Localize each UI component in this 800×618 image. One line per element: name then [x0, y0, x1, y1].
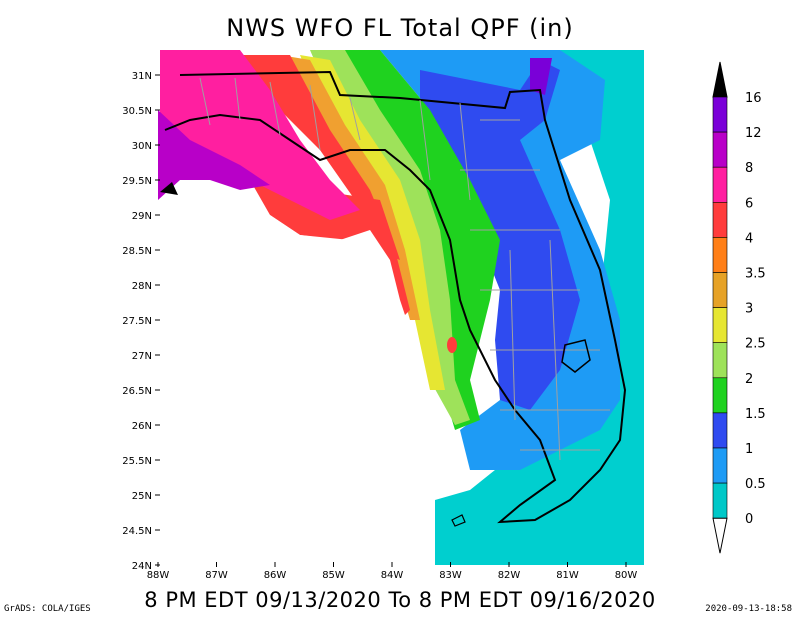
colorbar-label: 12 [745, 126, 762, 141]
colorbar-label: 6 [745, 196, 753, 211]
colorbar-swatch [712, 482, 728, 519]
valid-period: 8 PM EDT 09/13/2020 To 8 PM EDT 09/16/20… [144, 588, 656, 612]
colorbar-label: 1.5 [745, 407, 766, 422]
precip-field [158, 50, 644, 565]
colorbar-swatch [712, 272, 728, 308]
colorbar-swatch [712, 447, 728, 484]
coastline [164, 70, 627, 524]
credit-text: GrADS: COLA/IGES [4, 604, 91, 614]
colorbar-label: 4 [745, 231, 753, 246]
lat-label: 27.5N [122, 316, 152, 327]
lat-label: 24.5N [122, 526, 152, 537]
lat-label: 24N [132, 561, 152, 572]
timestamp: 2020-09-13-18:58 [705, 604, 792, 614]
field-cyan-east [435, 50, 644, 565]
colorbar-label: 3.5 [745, 267, 766, 282]
field-darkblue [420, 60, 580, 410]
lon-label: 88W [147, 570, 170, 581]
colorbar-swatch [712, 166, 728, 203]
colorbar-top-arrow [712, 61, 728, 98]
lon-label: 82W [498, 570, 521, 581]
field-purple [158, 110, 270, 200]
lat-label: 25N [132, 491, 152, 502]
colorbar-swatch [712, 412, 728, 449]
field-max-spot [160, 182, 178, 195]
colorbar-label: 0 [745, 512, 753, 527]
lat-label: 29.5N [122, 176, 152, 187]
colorbar-label: 1 [745, 442, 753, 457]
lat-axis: 31N 30.5N 30N 29.5N 29N 28.5N 28N 27.5N 27N 26.5N… [122, 71, 160, 572]
colorbar-bottom-arrow [712, 517, 728, 554]
field-green [330, 50, 500, 430]
map-title: NWS WFO FL Total QPF (in) [226, 14, 574, 42]
colorbar-swatch [712, 237, 728, 273]
colorbar-label: 2.5 [745, 337, 766, 352]
lat-label: 27N [132, 351, 152, 362]
colorbar-swatch [712, 202, 728, 238]
lat-label: 31N [132, 71, 152, 82]
field-orange [280, 55, 420, 320]
colorbar-swatch [712, 96, 728, 133]
lon-label: 80W [615, 570, 638, 581]
lon-label: 83W [439, 570, 462, 581]
lat-label: 25.5N [122, 456, 152, 467]
lon-label: 81W [556, 570, 579, 581]
county-lines [199, 77, 610, 461]
colorbar-label: 2 [745, 372, 753, 387]
lat-label: 28N [132, 281, 152, 292]
lon-axis: 88W 87W 86W 85W 84W 83W 82W 81W 80W [147, 562, 638, 581]
lat-label: 30.5N [122, 106, 152, 117]
lat-label: 29N [132, 211, 152, 222]
colorbar-swatch [712, 377, 728, 414]
colorbar-swatch [712, 307, 728, 344]
lon-label: 84W [381, 570, 404, 581]
colorbar-swatch [712, 342, 728, 379]
colorbar-label: 8 [745, 161, 753, 176]
colorbar-swatch [712, 131, 728, 168]
lat-label: 28.5N [122, 246, 152, 257]
field-purple-ne [530, 58, 552, 95]
field-redspot [447, 337, 457, 353]
islands [451, 514, 466, 527]
colorbar-label: 16 [745, 91, 762, 106]
lon-label: 85W [322, 570, 345, 581]
lake-okeechobee [561, 339, 591, 373]
colorbar-label: 0.5 [745, 477, 766, 492]
colorbar-label: 3 [745, 302, 753, 317]
lat-label: 26.5N [122, 386, 152, 397]
lon-label: 86W [264, 570, 287, 581]
gulf-nodata [158, 185, 455, 565]
colorbar: 16 12 8 6 4 3.5 3 2.5 2 1.5 1 0.5 0 [712, 61, 766, 554]
lon-label: 87W [205, 570, 228, 581]
lat-label: 26N [132, 421, 152, 432]
lat-label: 30N [132, 141, 152, 152]
field-pink [160, 50, 360, 220]
